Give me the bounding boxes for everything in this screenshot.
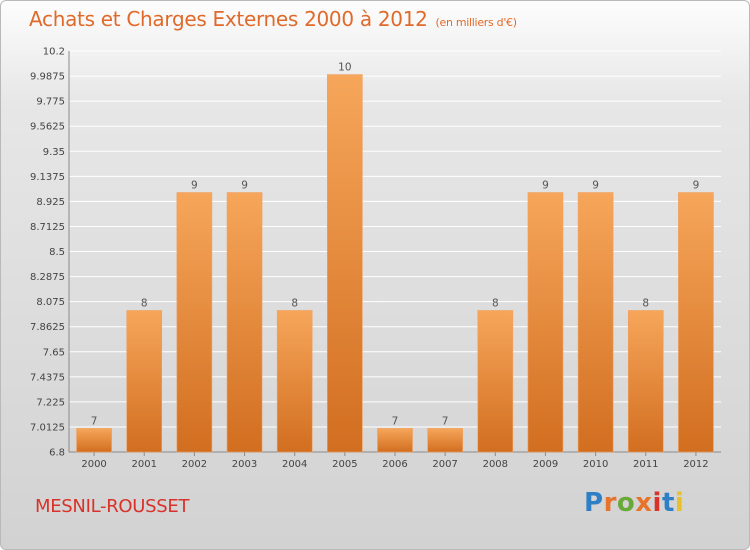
y-tick-label: 8.2875 <box>30 272 65 283</box>
bar-2003 <box>226 192 263 453</box>
y-tick-label: 9.775 <box>36 97 65 108</box>
y-tick-label: 8.075 <box>36 297 65 308</box>
y-tick-label: 7.65 <box>43 347 65 358</box>
bar-2006 <box>377 428 413 453</box>
y-tick-label: 7.4375 <box>30 372 65 383</box>
y-tick-label: 7.225 <box>36 397 65 408</box>
bar-value-label: 9 <box>191 180 198 192</box>
chart-title: Achats et Charges Externes 2000 à 2012 (e… <box>29 7 517 31</box>
bar-value-label: 8 <box>291 297 298 309</box>
y-tick-label: 8.5 <box>49 247 65 258</box>
x-tick-label: 2009 <box>533 459 558 470</box>
bar-value-label: 10 <box>338 62 351 74</box>
proxiti-logo: Proxiti <box>584 488 684 518</box>
logo-letter: t <box>661 488 675 518</box>
bar-2008 <box>477 310 514 453</box>
bar-value-label: 8 <box>141 297 148 309</box>
y-tick-label: 9.35 <box>43 147 65 158</box>
x-tick-label: 2012 <box>683 459 708 470</box>
bar-2005 <box>327 74 363 453</box>
x-tick-label: 2010 <box>583 459 608 470</box>
bar-value-label: 9 <box>693 180 700 192</box>
commune-name: MESNIL-ROUSSET <box>35 496 190 517</box>
chart-title-text: Achats et Charges Externes 2000 à 2012 <box>29 7 428 31</box>
y-tick-label: 8.925 <box>36 197 65 208</box>
y-tick-label: 9.5625 <box>30 122 65 133</box>
y-tick-label: 9.1375 <box>30 172 65 183</box>
chart-subtitle: (en milliers d'€) <box>435 16 517 29</box>
bar-value-label: 7 <box>442 415 449 427</box>
bar-2001 <box>126 310 163 453</box>
x-tick-label: 2011 <box>633 459 658 470</box>
bar-2012 <box>678 192 714 453</box>
bar-2000 <box>76 428 112 453</box>
bar-value-label: 8 <box>642 297 649 309</box>
bar-2007 <box>427 428 463 453</box>
x-tick-label: 2006 <box>382 459 407 470</box>
y-tick-label: 7.8625 <box>30 322 65 333</box>
y-tick-label: 7.0125 <box>30 422 65 433</box>
y-tick-label: 8.7125 <box>30 222 65 233</box>
bar-value-label: 9 <box>592 180 599 192</box>
bar-2002 <box>176 192 213 453</box>
bar-2010 <box>577 192 614 453</box>
bar-value-label: 8 <box>492 297 499 309</box>
bar-2011 <box>627 310 664 453</box>
logo-letter: i <box>674 488 685 518</box>
labels: 6.8 7.0125 7.225 7.4375 7.65 7.8625 8.075 8.287… <box>30 47 709 471</box>
x-tick-label: 2003 <box>232 459 257 470</box>
y-tick-label: 9.9875 <box>30 72 65 83</box>
x-tick-label: 2005 <box>332 459 357 470</box>
logo-letter: r <box>603 488 617 518</box>
bar-value-label: 9 <box>542 180 549 192</box>
bar-value-label: 7 <box>91 415 98 427</box>
bar-2009 <box>527 192 564 453</box>
x-tick-label: 2008 <box>483 459 508 470</box>
axes <box>68 51 721 456</box>
grid-lines <box>69 50 721 428</box>
y-tick-label: 10.2 <box>43 47 65 58</box>
bar-2004 <box>276 310 313 453</box>
x-tick-label: 2000 <box>81 459 106 470</box>
bars <box>76 74 714 453</box>
x-tick-label: 2001 <box>132 459 157 470</box>
logo-letter: o <box>616 488 636 518</box>
bar-value-label: 9 <box>241 180 248 192</box>
logo-letter: i <box>652 488 662 518</box>
x-tick-label: 2007 <box>432 459 457 470</box>
x-tick-label: 2002 <box>182 459 207 470</box>
logo-letter: x <box>635 488 653 518</box>
bar-value-label: 7 <box>392 415 399 427</box>
logo-letter: P <box>584 488 604 518</box>
x-tick-label: 2004 <box>282 459 307 470</box>
y-tick-label: 6.8 <box>49 448 65 459</box>
